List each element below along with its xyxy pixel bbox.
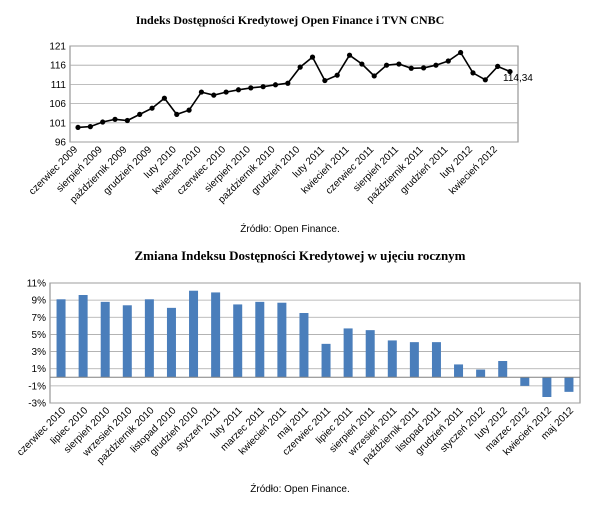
bar-chart-y-tick-label: 3%	[32, 347, 47, 358]
line-point	[248, 85, 254, 91]
bar	[454, 364, 464, 378]
bar-chart-grid	[49, 282, 581, 404]
line-chart-y-tick-label: 121	[49, 42, 66, 53]
line-point	[235, 87, 242, 93]
bar-chart-y-tick-label: 9%	[32, 296, 47, 307]
line-point	[260, 84, 266, 90]
bar	[299, 313, 309, 378]
line-chart-y-tick-label: 96	[55, 138, 67, 149]
line-point	[408, 65, 414, 71]
bar	[476, 369, 486, 378]
line-chart-y-ticks: 96 101 106 111 116 121	[49, 42, 66, 149]
line-point	[458, 49, 464, 56]
bar	[122, 305, 132, 378]
line-point	[174, 111, 180, 117]
line-point	[272, 82, 279, 88]
bar-chart-y-tick-label: -1%	[28, 381, 46, 392]
line-point	[186, 107, 192, 113]
bar-chart-y-tick-label: 11%	[27, 279, 46, 290]
line-point	[371, 73, 377, 79]
line-point	[112, 116, 118, 122]
line-point	[87, 124, 93, 130]
bar-chart-y-tick-label: 5%	[32, 330, 47, 341]
bar-chart-y-tick-label: 1%	[32, 364, 47, 375]
line-series-points	[75, 49, 513, 131]
line-point	[211, 92, 217, 98]
line-point	[470, 70, 476, 76]
line-point	[433, 62, 439, 68]
bar	[520, 377, 530, 386]
bar	[542, 377, 552, 397]
bar-chart-y-tick-label: 7%	[32, 313, 47, 324]
bar	[56, 299, 66, 378]
line-point	[285, 80, 291, 86]
bar-chart-title: Zmiana Indeksu Dostępności Kredytowej w …	[134, 248, 465, 263]
bar-series	[50, 290, 580, 397]
line-chart-y-tick-label: 111	[51, 80, 67, 91]
line-point	[445, 58, 451, 64]
line-point	[75, 124, 81, 131]
bar	[233, 304, 243, 378]
line-point	[334, 72, 340, 78]
line-point	[507, 68, 513, 75]
last-value-label: 114,34	[503, 73, 533, 84]
bar	[564, 377, 574, 392]
bar	[498, 361, 508, 378]
line-point	[421, 65, 427, 71]
bar	[211, 292, 221, 378]
line-point	[359, 61, 365, 67]
bar	[321, 343, 331, 378]
line-point	[198, 89, 205, 95]
line-point	[322, 77, 328, 84]
line-chart-title: Indeks Dostępności Kredytowej Open Finan…	[136, 13, 445, 27]
bar	[166, 307, 176, 378]
bar	[100, 301, 110, 378]
line-chart: Indeks Dostępności Kredytowej Open Finan…	[27, 13, 533, 235]
line-chart-y-tick-label: 101	[49, 118, 66, 129]
line-point	[100, 119, 106, 125]
bar	[343, 328, 353, 378]
bar	[144, 299, 154, 378]
line-point	[309, 54, 316, 60]
line-point	[482, 77, 488, 83]
bar	[189, 290, 199, 378]
bar	[78, 295, 88, 378]
line-chart-source: Źródło: Open Finance.	[240, 222, 340, 235]
bar-chart: Zmiana Indeksu Dostępności Kredytowej w …	[15, 248, 581, 495]
bar	[277, 302, 287, 378]
line-point	[149, 105, 155, 111]
bar	[431, 342, 441, 378]
line-point	[297, 64, 303, 70]
bar	[365, 330, 375, 378]
line-point	[346, 52, 353, 58]
bar-chart-y-ticks: -3% -1% 1% 3% 5% 7% 9% 11%	[27, 279, 46, 410]
line-point	[396, 61, 402, 67]
line-point	[383, 62, 390, 68]
line-point	[161, 95, 167, 101]
bar	[255, 301, 265, 378]
bar	[409, 342, 419, 378]
bar	[387, 340, 397, 378]
line-point	[495, 63, 501, 69]
bar-chart-y-tick-label: -3%	[28, 399, 46, 410]
line-point	[223, 89, 229, 95]
line-point	[124, 117, 130, 124]
line-point	[137, 111, 143, 117]
line-chart-y-tick-label: 106	[49, 99, 66, 110]
bar-chart-source: Źródło: Open Finance.	[250, 482, 350, 495]
line-chart-y-tick-label: 116	[50, 61, 66, 72]
